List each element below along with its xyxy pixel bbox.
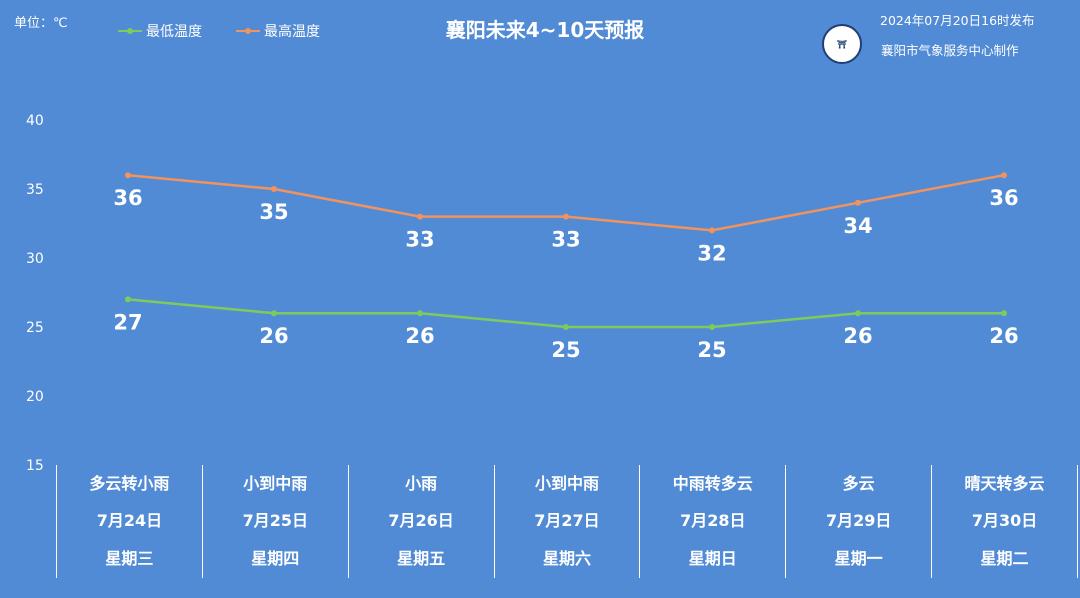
unit-label: 单位：℃ <box>14 16 68 31</box>
legend-high: 最高温度 <box>236 21 320 41</box>
data-point <box>855 199 861 206</box>
legend-high-marker <box>236 28 260 34</box>
chart-title: 襄阳未来4~10天预报 <box>445 18 645 42</box>
cell-weekday: 星期三 <box>56 540 203 578</box>
data-label: 35 <box>259 200 288 224</box>
cell-date: 7月29日 <box>785 502 933 541</box>
data-label: 36 <box>113 186 142 210</box>
cell-weekday: 星期一 <box>785 540 933 578</box>
cell-weather: 晴天转多云 <box>931 465 1078 503</box>
data-point <box>563 324 569 330</box>
y-tick-label: 40 <box>26 113 44 129</box>
data-point <box>1001 172 1007 179</box>
y-tick-label: 30 <box>26 251 44 267</box>
cell-weather: 小雨 <box>347 465 495 503</box>
cell-date: 7月27日 <box>493 502 641 541</box>
data-label: 26 <box>405 324 434 348</box>
data-label: 25 <box>551 338 580 362</box>
data-point <box>563 213 569 220</box>
y-tick-label: 20 <box>26 389 44 405</box>
data-label: 26 <box>259 324 288 348</box>
y-tick-label: 25 <box>26 320 44 336</box>
data-label: 34 <box>843 214 872 238</box>
data-point <box>1001 310 1007 317</box>
data-point <box>271 186 277 192</box>
data-point <box>125 296 131 303</box>
data-point <box>417 213 423 220</box>
cell-weather: 小到中雨 <box>201 465 349 503</box>
data-label: 26 <box>989 324 1018 348</box>
legend-low-marker <box>118 28 142 34</box>
data-label: 33 <box>551 228 580 252</box>
data-point <box>125 172 131 179</box>
data-point <box>271 310 277 317</box>
cell-weather: 多云 <box>785 465 933 503</box>
maker-label: 襄阳市气象服务中心制作 <box>881 43 1019 58</box>
logo: ⛩ <box>822 24 862 64</box>
cell-date: 7月28日 <box>639 502 787 541</box>
table-row-weather: 多云转小雨 小到中雨 小雨 小到中雨 中雨转多云 多云 晴天转多云 <box>56 465 1078 503</box>
cell-weather: 中雨转多云 <box>639 465 787 503</box>
data-label: 32 <box>697 241 726 265</box>
data-label: 25 <box>697 338 726 362</box>
cell-weekday: 星期二 <box>931 540 1078 578</box>
cell-weekday: 星期四 <box>201 540 349 578</box>
legend-high-label: 最高温度 <box>264 24 320 40</box>
data-point <box>709 324 715 330</box>
table-row-weekday: 星期三 星期四 星期五 星期六 星期日 星期一 星期二 <box>56 540 1078 578</box>
cell-weather: 多云转小雨 <box>56 465 203 503</box>
data-label: 26 <box>843 324 872 348</box>
series-line-low <box>127 298 1004 329</box>
forecast-table: 多云转小雨 小到中雨 小雨 小到中雨 中雨转多云 多云 晴天转多云 7月24日 7月25日 7月2… <box>56 465 1078 578</box>
data-point <box>709 227 715 234</box>
data-label: 33 <box>405 228 434 252</box>
data-point <box>417 310 423 317</box>
cell-weekday: 星期五 <box>347 540 495 578</box>
cell-date: 7月25日 <box>201 502 349 541</box>
y-tick-label: 15 <box>26 458 44 474</box>
cell-weekday: 星期六 <box>493 540 641 578</box>
cell-date: 7月24日 <box>56 502 203 541</box>
table-row-date: 7月24日 7月25日 7月26日 7月27日 7月28日 7月29日 7月30日 <box>56 502 1078 541</box>
cell-date: 7月30日 <box>931 502 1078 541</box>
legend-low-label: 最低温度 <box>146 24 202 40</box>
cell-weather: 小到中雨 <box>493 465 641 503</box>
cell-date: 7月26日 <box>347 502 495 541</box>
cell-weekday: 星期日 <box>639 540 787 578</box>
legend-low: 最低温度 <box>118 21 202 41</box>
y-tick-label: 35 <box>26 182 44 198</box>
publish-time: 2024年07月20日16时发布 <box>880 13 1035 28</box>
data-point <box>855 310 861 317</box>
data-label: 36 <box>989 186 1018 210</box>
data-label: 27 <box>113 310 142 334</box>
